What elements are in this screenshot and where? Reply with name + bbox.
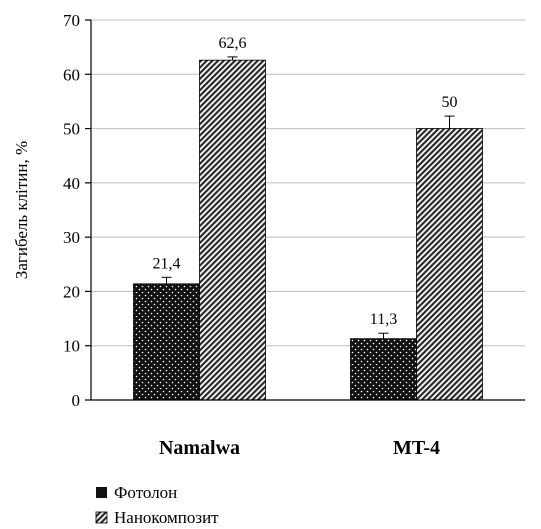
data-label: 50 bbox=[442, 94, 458, 111]
x-category-label: MT-4 bbox=[393, 437, 440, 459]
error-bars bbox=[161, 56, 455, 339]
y-tick-label: 0 bbox=[72, 391, 81, 410]
legend-swatch-fotolon bbox=[96, 487, 107, 498]
bar-fotolon-1 bbox=[350, 338, 417, 401]
y-tick-label: 20 bbox=[63, 282, 80, 301]
y-tick-label: 70 bbox=[63, 11, 80, 30]
data-label: 21,4 bbox=[153, 255, 181, 272]
x-category-label: Namalwa bbox=[159, 437, 240, 459]
data-label: 11,3 bbox=[370, 311, 397, 328]
legend-swatch-nanokompozyt bbox=[95, 511, 108, 524]
x-axis-categories: Namalwa MT-4 bbox=[159, 437, 440, 459]
y-axis-ticks: 0 10 20 30 40 50 60 70 bbox=[63, 11, 91, 410]
legend: Фотолон Нанокомпозит bbox=[95, 483, 219, 527]
bar-fotolon-0 bbox=[133, 283, 200, 401]
y-tick-label: 10 bbox=[63, 337, 80, 356]
legend-label-nanokompozyt: Нанокомпозит bbox=[114, 508, 219, 527]
bar-nanokompozyt-0 bbox=[199, 59, 266, 401]
bars bbox=[133, 59, 483, 401]
data-labels: 21,4 62,6 11,3 50 bbox=[153, 35, 458, 328]
legend-label-fotolon: Фотолон bbox=[114, 483, 177, 502]
data-label: 62,6 bbox=[219, 35, 247, 52]
y-tick-label: 30 bbox=[63, 228, 80, 247]
y-axis-label: Загибель клітин, % bbox=[12, 141, 31, 279]
bar-nanokompozyt-1 bbox=[416, 128, 483, 401]
y-tick-label: 40 bbox=[63, 174, 80, 193]
y-tick-label: 50 bbox=[63, 120, 80, 139]
y-tick-label: 60 bbox=[63, 65, 80, 84]
